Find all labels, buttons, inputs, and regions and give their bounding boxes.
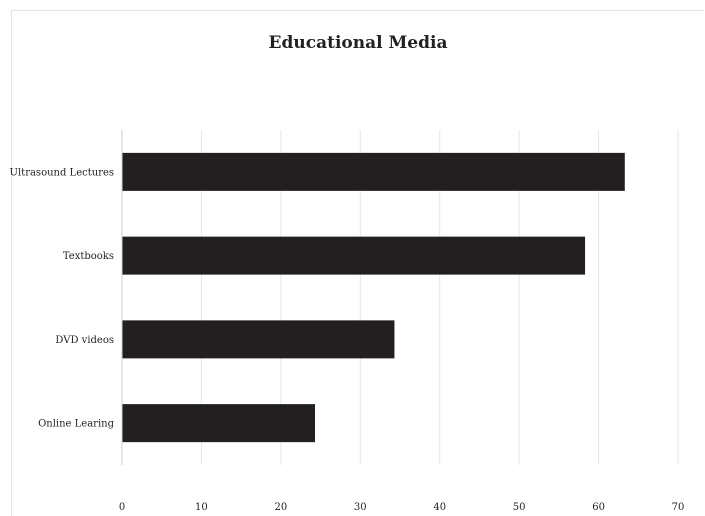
bar <box>122 320 395 359</box>
x-tick-label: 50 <box>513 502 526 513</box>
category-label: Online Learing <box>38 419 115 430</box>
x-tick-label: 30 <box>354 502 367 513</box>
chart-frame <box>11 10 704 516</box>
x-tick-label: 70 <box>672 502 685 513</box>
bar <box>122 404 316 443</box>
x-tick-label: 0 <box>119 502 125 513</box>
bar <box>122 236 586 275</box>
x-tick-label: 40 <box>433 502 446 513</box>
category-label: DVD videos <box>55 335 114 346</box>
chart-title: Educational Media <box>269 33 448 53</box>
bars <box>122 152 625 443</box>
category-label: Ultrasound Lectures <box>10 167 114 178</box>
x-tick-label: 60 <box>592 502 605 513</box>
category-label: Textbooks <box>63 251 114 262</box>
x-tick-label: 10 <box>195 502 208 513</box>
x-tick-label: 20 <box>274 502 287 513</box>
bar <box>122 152 625 191</box>
x-tick-labels: 0 10 20 30 40 50 60 70 <box>119 502 685 513</box>
category-labels: Ultrasound Lectures Textbooks DVD videos On… <box>10 167 115 429</box>
